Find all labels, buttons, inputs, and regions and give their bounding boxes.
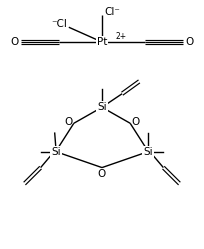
Text: Si: Si bbox=[143, 147, 153, 157]
Text: ⁻Cl: ⁻Cl bbox=[51, 18, 67, 29]
Text: O: O bbox=[11, 37, 19, 47]
Text: 2+: 2+ bbox=[115, 32, 126, 41]
Text: Pt: Pt bbox=[97, 37, 107, 47]
Text: O: O bbox=[65, 117, 73, 127]
Text: O: O bbox=[185, 37, 193, 47]
Text: Cl⁻: Cl⁻ bbox=[104, 7, 120, 17]
Text: Si: Si bbox=[51, 147, 61, 157]
Text: Si: Si bbox=[97, 102, 107, 112]
Text: O: O bbox=[98, 169, 106, 179]
Text: O: O bbox=[131, 117, 139, 127]
